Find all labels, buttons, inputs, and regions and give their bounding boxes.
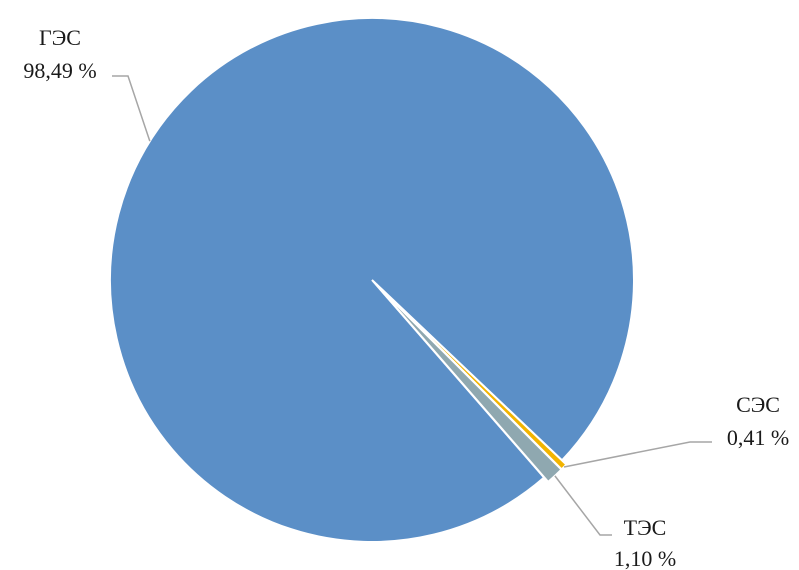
slice-label-value-ges: 98,49 % [23, 58, 96, 83]
pie-slices [109, 17, 635, 543]
slice-label-value-tes: 1,10 % [614, 546, 676, 570]
slice-label-name-tes: ТЭС [624, 515, 667, 540]
leader-line-ses [563, 441, 712, 468]
slice-label-name-ses: СЭС [736, 392, 780, 417]
leader-line-tes [554, 475, 612, 536]
leader-line-ges [112, 75, 151, 142]
slice-label-value-ses: 0,41 % [727, 425, 789, 450]
leader-lines [112, 75, 712, 536]
pie-slice-ges [109, 17, 635, 543]
slice-label-name-ges: ГЭС [39, 25, 81, 50]
